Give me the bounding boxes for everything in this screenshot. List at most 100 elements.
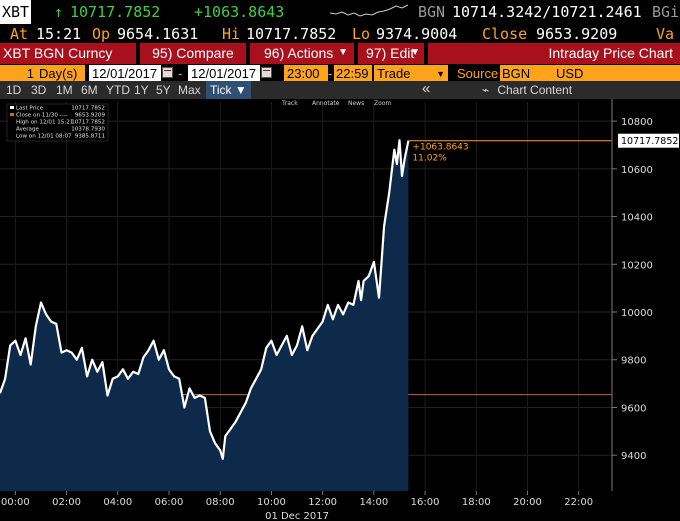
legend-value: 10717.7852 bbox=[71, 106, 105, 112]
tab-3d[interactable]: 3D bbox=[31, 83, 47, 97]
x-tick-label: 08:00 bbox=[206, 497, 235, 508]
legend-label: Close on 11/30 ---- bbox=[16, 113, 68, 119]
tab-1m[interactable]: 1M bbox=[56, 83, 73, 97]
end-time-text: 22:59 bbox=[336, 66, 369, 81]
x-tick-label: 20:00 bbox=[513, 497, 542, 508]
ticker[interactable]: XBT bbox=[0, 0, 32, 24]
x-tick-label: 22:00 bbox=[564, 497, 593, 508]
open-value: 9654.1631 bbox=[117, 25, 199, 43]
open-label: Op bbox=[92, 25, 111, 43]
chart-title: Intraday Price Chart bbox=[548, 45, 674, 61]
edit-label: 97) Edit bbox=[366, 45, 415, 61]
tick-dropdown[interactable]: Tick ▼ bbox=[206, 81, 251, 99]
x-axis-label: 01 Dec 2017 bbox=[265, 511, 329, 521]
legend-value: 10378.7930 bbox=[71, 127, 105, 133]
x-tick-label: 14:00 bbox=[359, 497, 388, 508]
high-value: 10717.7852 bbox=[246, 25, 337, 43]
bid-ask: 10714.3242/10721.2461 bbox=[452, 3, 642, 21]
period-value[interactable]: 1 bbox=[0, 65, 37, 83]
time-dash: - bbox=[328, 66, 333, 81]
y-tick-label: 10200 bbox=[621, 260, 653, 271]
tab-1d[interactable]: 1D bbox=[6, 83, 22, 97]
extra-label: Va bbox=[656, 25, 675, 43]
y-tick-label: 10800 bbox=[621, 117, 653, 128]
zoom-tool[interactable]: Zoom bbox=[374, 100, 391, 107]
caret-down-icon: ▼ bbox=[410, 47, 420, 58]
chart-title-bar: Intraday Price Chart bbox=[428, 43, 680, 64]
chart-tools: Track Annotate News Zoom bbox=[281, 100, 391, 107]
start-time-input[interactable]: 23:00 bbox=[284, 65, 328, 83]
toolbar: XBT BGN Curncy 95) Compare 96) Actions ▼… bbox=[0, 43, 680, 64]
chart-icon: ⌁ bbox=[482, 83, 490, 97]
currency-input[interactable]: USD bbox=[550, 65, 680, 83]
x-tick-label: 04:00 bbox=[103, 497, 132, 508]
date-dash: - bbox=[178, 66, 183, 81]
source-input[interactable]: BGN bbox=[500, 65, 550, 83]
low-value: 9374.9004 bbox=[376, 25, 458, 43]
collapse-icon[interactable]: « bbox=[422, 80, 431, 97]
edit-menu[interactable]: 97) Edit ▼ bbox=[358, 43, 424, 64]
y-tick-label: 10400 bbox=[621, 213, 653, 224]
actions-menu[interactable]: 96) Actions ▼ bbox=[250, 43, 354, 64]
y-tick-label: 10600 bbox=[621, 165, 653, 176]
compare-label: 95) Compare bbox=[152, 45, 234, 61]
calendar-icon[interactable] bbox=[261, 67, 272, 78]
actions-label: 96) Actions bbox=[264, 45, 334, 61]
chart-content-label: Chart Content bbox=[497, 83, 573, 97]
annotate-tool[interactable]: Annotate bbox=[312, 100, 340, 107]
event-text: Trade bbox=[377, 66, 411, 81]
period-unit-select[interactable]: Day(s) bbox=[37, 65, 85, 83]
x-tick-label: 06:00 bbox=[155, 497, 184, 508]
end-time-input[interactable]: 22:59 bbox=[334, 65, 372, 83]
tab-1y[interactable]: 1Y bbox=[134, 83, 149, 97]
security-field[interactable]: XBT BGN Curncy bbox=[0, 43, 136, 64]
end-date-input[interactable]: 12/01/2017 bbox=[188, 65, 260, 83]
tab-5y[interactable]: 5Y bbox=[156, 83, 171, 97]
legend-value: 9385.8711 bbox=[75, 134, 106, 140]
price-tag: 10717.7852 bbox=[621, 136, 678, 147]
parameter-bar: 1 Day(s) 12/01/2017 - 12/01/2017 23:00 -… bbox=[0, 65, 680, 83]
y-axis: 9400 9600 9800 10000 10200 10400 10600 10800 bbox=[612, 117, 653, 462]
chart-content-button[interactable]: ⌁ Chart Content bbox=[482, 81, 572, 99]
sparkline bbox=[330, 4, 409, 17]
news-tool[interactable]: News bbox=[348, 100, 364, 107]
x-tick-label: 10:00 bbox=[257, 497, 286, 508]
up-arrow-icon: ↑ bbox=[54, 3, 64, 21]
price-area bbox=[0, 140, 409, 491]
legend-label: Low on 12/01 08:07 bbox=[16, 134, 72, 140]
close-value: 9653.9209 bbox=[536, 25, 618, 43]
stats-bar: At 15:21 Op 9654.1631 Hi 10717.7852 Lo 9… bbox=[0, 24, 680, 44]
source-param-label: Source bbox=[457, 66, 499, 81]
close-label: Close bbox=[482, 25, 528, 43]
period-unit-text: Day(s) bbox=[39, 66, 78, 81]
tab-ytd[interactable]: YTD bbox=[106, 83, 130, 97]
tab-6m[interactable]: 6M bbox=[81, 83, 98, 97]
x-tick-label: 16:00 bbox=[411, 497, 440, 508]
legend-swatch bbox=[10, 113, 14, 116]
y-tick-label: 10000 bbox=[621, 308, 653, 319]
caret-down-icon: ▼ bbox=[436, 69, 445, 79]
change-annotation: +1063.8643 bbox=[412, 143, 468, 153]
last-time: 15:21 bbox=[36, 25, 82, 43]
legend-label: Last Price bbox=[16, 106, 44, 112]
source-suffix: BGi bbox=[652, 3, 680, 21]
x-tick-label: 00:00 bbox=[1, 497, 30, 508]
y-tick-label: 9600 bbox=[621, 403, 646, 414]
price-line bbox=[0, 139, 410, 460]
calendar-icon[interactable] bbox=[162, 67, 173, 78]
compare-button[interactable]: 95) Compare bbox=[140, 43, 246, 64]
track-tool[interactable]: Track bbox=[281, 100, 298, 107]
low-label: Lo bbox=[352, 25, 371, 43]
x-tick-label: 12:00 bbox=[308, 497, 337, 508]
start-date-input[interactable]: 12/01/2017 bbox=[89, 65, 161, 83]
quote-bar: XBT ↑ 10717.7852 +1063.8643 BGN 10714.32… bbox=[0, 0, 680, 24]
percent-annotation: 11.02% bbox=[412, 154, 447, 164]
period-value-text: 1 bbox=[26, 66, 34, 81]
event-select[interactable]: Trade ▼ bbox=[374, 65, 448, 83]
x-tick-label: 02:00 bbox=[52, 497, 81, 508]
security-name: XBT BGN Curncy bbox=[3, 45, 113, 61]
tab-max[interactable]: Max bbox=[178, 83, 201, 97]
legend-label: High on 12/01 15:21 bbox=[16, 120, 74, 126]
price-chart[interactable]: 9400 9600 9800 10000 10200 10400 10600 10800 00… bbox=[0, 99, 680, 521]
x-tick-label: 18:00 bbox=[462, 497, 491, 508]
